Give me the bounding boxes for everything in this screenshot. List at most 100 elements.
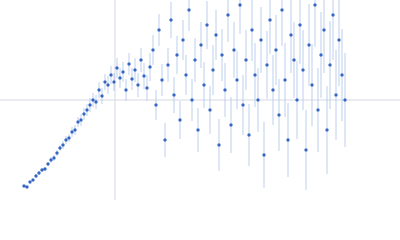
data-point xyxy=(28,180,32,184)
data-point xyxy=(58,146,62,150)
data-point xyxy=(154,103,158,107)
data-point xyxy=(241,103,245,107)
data-point xyxy=(49,158,53,162)
data-point xyxy=(103,80,107,84)
data-point xyxy=(217,143,221,147)
data-point xyxy=(139,58,143,62)
data-point xyxy=(82,112,86,116)
data-point xyxy=(274,48,278,52)
data-point xyxy=(289,33,293,37)
data-point xyxy=(202,83,206,87)
data-point xyxy=(280,8,284,12)
data-point xyxy=(31,178,35,182)
data-point xyxy=(37,171,41,175)
data-point xyxy=(193,58,197,62)
data-point xyxy=(118,76,122,80)
data-point xyxy=(232,48,236,52)
data-point xyxy=(25,185,29,189)
data-point xyxy=(319,53,323,57)
data-point xyxy=(325,128,329,132)
data-point xyxy=(46,162,50,166)
data-point xyxy=(226,13,230,17)
data-point xyxy=(229,123,233,127)
page: {"chart_data": {"type": "scatter", "xlim… xyxy=(0,0,400,200)
data-point xyxy=(67,136,71,140)
data-point xyxy=(85,108,89,112)
data-point xyxy=(178,118,182,122)
data-point xyxy=(151,48,155,52)
data-point xyxy=(88,103,92,107)
data-point xyxy=(316,108,320,112)
data-point xyxy=(91,98,95,102)
data-point xyxy=(286,138,290,142)
data-point xyxy=(295,98,299,102)
data-point xyxy=(43,167,47,171)
data-point xyxy=(214,33,218,37)
data-point xyxy=(292,58,296,62)
data-point xyxy=(310,83,314,87)
data-point xyxy=(34,174,38,178)
data-point xyxy=(256,98,260,102)
data-point xyxy=(331,13,335,17)
data-point xyxy=(109,73,113,77)
data-point xyxy=(145,86,149,90)
data-point xyxy=(100,94,104,98)
data-point xyxy=(40,168,44,172)
data-point xyxy=(52,156,56,160)
data-point xyxy=(172,93,176,97)
data-point xyxy=(133,68,137,72)
data-point xyxy=(112,80,116,84)
data-point xyxy=(148,65,152,69)
data-point xyxy=(127,62,131,66)
data-point xyxy=(277,113,281,117)
data-point xyxy=(97,88,101,92)
data-point xyxy=(175,53,179,57)
chart xyxy=(0,0,400,200)
data-point xyxy=(328,63,332,67)
data-point xyxy=(76,120,80,124)
data-point xyxy=(160,78,164,82)
data-point xyxy=(136,83,140,87)
data-point xyxy=(190,98,194,102)
data-point xyxy=(106,83,110,87)
data-point xyxy=(271,88,275,92)
data-point xyxy=(124,88,128,92)
data-point xyxy=(205,23,209,27)
data-point xyxy=(220,53,224,57)
data-point xyxy=(142,74,146,78)
data-point xyxy=(73,128,77,132)
data-point xyxy=(253,73,257,77)
data-point xyxy=(199,43,203,47)
data-point xyxy=(55,151,59,155)
data-point xyxy=(235,78,239,82)
data-point xyxy=(121,70,125,74)
data-point xyxy=(334,93,338,97)
data-point xyxy=(343,98,347,102)
data-point xyxy=(163,138,167,142)
data-point xyxy=(211,68,215,72)
data-point xyxy=(70,130,74,134)
data-point xyxy=(247,133,251,137)
data-point xyxy=(94,100,98,104)
data-point xyxy=(115,66,119,70)
data-point xyxy=(283,78,287,82)
data-point xyxy=(22,184,26,188)
data-point xyxy=(181,38,185,42)
data-point xyxy=(250,28,254,32)
data-point xyxy=(301,68,305,72)
data-point xyxy=(337,38,341,42)
data-point xyxy=(238,3,242,7)
data-point xyxy=(307,43,311,47)
data-point xyxy=(244,58,248,62)
data-point xyxy=(196,128,200,132)
data-point xyxy=(169,18,173,22)
data-point xyxy=(304,148,308,152)
data-point xyxy=(208,108,212,112)
data-point xyxy=(298,23,302,27)
data-point xyxy=(79,118,83,122)
data-point xyxy=(262,153,266,157)
data-point xyxy=(322,28,326,32)
data-point xyxy=(223,88,227,92)
data-point xyxy=(157,28,161,32)
data-point xyxy=(265,63,269,67)
